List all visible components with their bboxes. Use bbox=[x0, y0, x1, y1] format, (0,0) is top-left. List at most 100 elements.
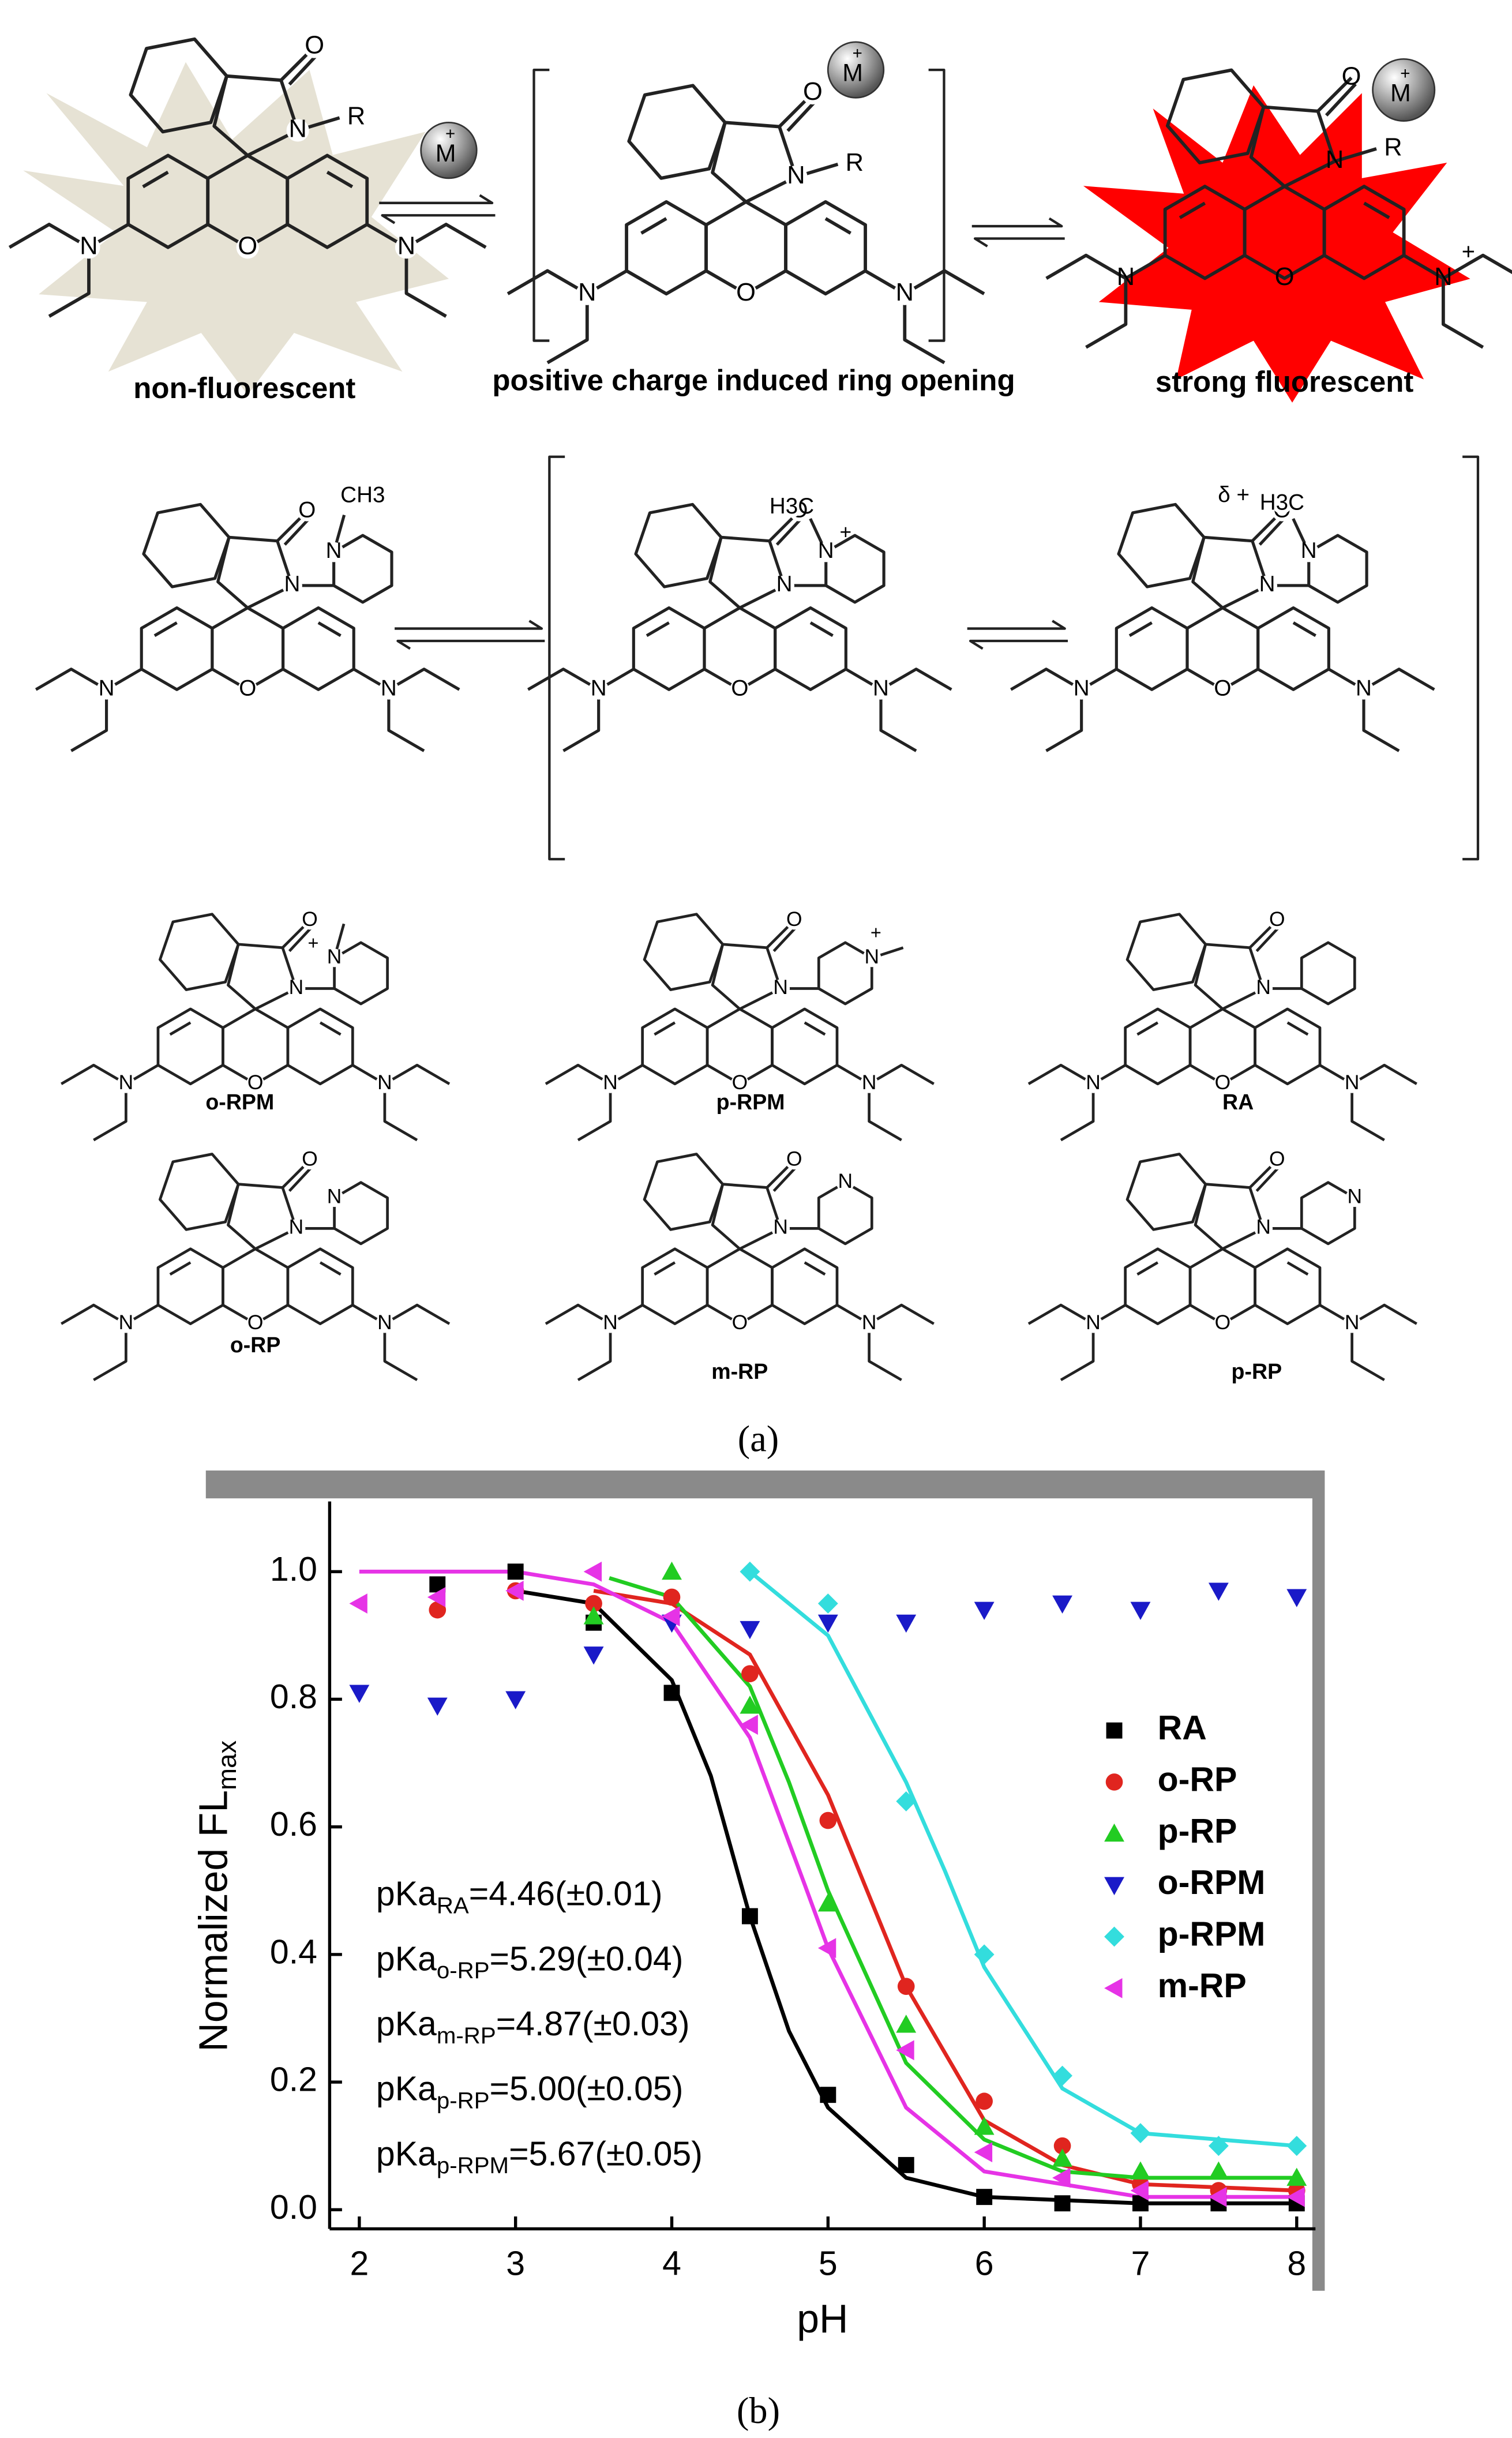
legend-label: o-RP bbox=[1158, 1761, 1237, 1799]
label-backing bbox=[801, 82, 824, 105]
bond bbox=[1179, 201, 1390, 219]
bond bbox=[836, 1303, 935, 1382]
legend-marker bbox=[1106, 1722, 1123, 1739]
data-point bbox=[817, 1893, 838, 1912]
bond-ring bbox=[1117, 502, 1206, 588]
data-point bbox=[663, 1685, 680, 1701]
data-point bbox=[505, 1691, 526, 1709]
atom-label: N bbox=[327, 1185, 342, 1208]
data-point bbox=[976, 2092, 993, 2110]
legend-label: p-RPM bbox=[1158, 1915, 1266, 1953]
label-backing bbox=[1342, 1314, 1361, 1333]
annotation: pKap-RPM=5.67(±0.05) bbox=[376, 2135, 703, 2178]
data-point bbox=[583, 1646, 604, 1665]
data-point bbox=[1052, 2148, 1073, 2167]
compound-label: p-RPM bbox=[716, 1090, 785, 1114]
bond-ring bbox=[286, 153, 369, 249]
annotation-sub: RA bbox=[437, 1892, 469, 1918]
label-backing bbox=[785, 165, 808, 189]
bond-ring bbox=[1124, 1247, 1192, 1325]
atom-label: O bbox=[732, 1311, 748, 1334]
bond bbox=[1027, 1063, 1127, 1142]
label-backing bbox=[771, 979, 790, 998]
bond bbox=[1128, 621, 1316, 637]
label-backing bbox=[345, 106, 368, 129]
data-point bbox=[974, 2142, 993, 2163]
charge-label: + bbox=[839, 520, 851, 543]
label-backing bbox=[282, 575, 302, 596]
atom-label: O bbox=[731, 676, 748, 700]
data-point bbox=[740, 1621, 760, 1640]
label-backing bbox=[1271, 493, 1292, 514]
atom-label: N bbox=[1074, 676, 1090, 700]
annotation: pKap-RP=5.00(±0.05) bbox=[376, 2069, 683, 2113]
annotation: pKam-RP=4.87(±0.03) bbox=[376, 2005, 690, 2049]
bond bbox=[640, 217, 851, 235]
legend-marker bbox=[1104, 1978, 1123, 1998]
x-tick-label: 7 bbox=[1131, 2244, 1150, 2282]
bond bbox=[351, 1303, 451, 1382]
label-backing bbox=[1299, 542, 1319, 562]
label-backing bbox=[236, 236, 259, 259]
atom-label: O bbox=[302, 1147, 318, 1171]
label-backing bbox=[395, 236, 418, 259]
annotation-sub: p-RP bbox=[437, 2087, 490, 2113]
annotation-value: =4.87(±0.03) bbox=[496, 2005, 690, 2043]
bond-ring bbox=[625, 200, 708, 296]
label-backing bbox=[860, 1074, 879, 1093]
metal-charge: + bbox=[445, 125, 455, 144]
atom-label: N bbox=[862, 1311, 877, 1334]
label-backing bbox=[378, 679, 399, 700]
label-backing bbox=[843, 153, 866, 176]
data-point bbox=[1053, 2137, 1071, 2155]
bond bbox=[1319, 1063, 1417, 1142]
compound-label: o-RP bbox=[230, 1333, 281, 1357]
bond bbox=[1334, 147, 1377, 163]
atom-label: N bbox=[326, 538, 342, 563]
label-backing bbox=[246, 1074, 265, 1093]
bond bbox=[1136, 1021, 1309, 1036]
bond-ring bbox=[333, 941, 389, 1006]
atom-label: N bbox=[873, 676, 889, 700]
label-backing bbox=[785, 911, 804, 930]
bond bbox=[545, 1303, 644, 1382]
metal-charge: + bbox=[853, 44, 862, 63]
y-axis-label-main: Normalized FL bbox=[191, 1790, 236, 2052]
bond-ring bbox=[1322, 185, 1406, 280]
bond-ring bbox=[817, 941, 873, 1006]
atom-label: N bbox=[1345, 1071, 1360, 1094]
bond-ring bbox=[641, 1007, 709, 1086]
label-backing bbox=[325, 948, 344, 967]
atom-label: N bbox=[578, 279, 596, 306]
atom-label: N bbox=[289, 1216, 304, 1239]
fit-curve bbox=[609, 1576, 1297, 2180]
label-backing bbox=[601, 1314, 620, 1333]
atom-label: O bbox=[1215, 1071, 1231, 1094]
data-point bbox=[1286, 2167, 1307, 2186]
annotation-value: =5.67(±0.05) bbox=[509, 2135, 703, 2173]
bond-ring bbox=[156, 1247, 224, 1325]
atom-label: N bbox=[1345, 1311, 1360, 1334]
data-point bbox=[897, 1978, 915, 1995]
data-point bbox=[585, 1595, 602, 1612]
annotation-sub: o-RP bbox=[437, 1957, 490, 1983]
label-backing bbox=[1213, 1314, 1232, 1333]
data-point bbox=[896, 2040, 914, 2061]
data-point bbox=[741, 1908, 758, 1925]
atom-label: N bbox=[1434, 263, 1452, 291]
label-backing bbox=[324, 542, 344, 562]
data-point bbox=[427, 1587, 446, 1607]
data-point bbox=[1130, 2180, 1149, 2201]
label-backing bbox=[729, 679, 750, 700]
label-backing bbox=[1084, 1314, 1102, 1333]
bond bbox=[1010, 667, 1117, 752]
molecule: O N N N O R bbox=[8, 32, 487, 318]
atom-label: O bbox=[786, 1147, 802, 1171]
label-backing bbox=[1084, 1074, 1102, 1093]
bond-ring bbox=[643, 1153, 725, 1231]
x-tick-label: 2 bbox=[350, 2244, 369, 2282]
equilibrium-arrow bbox=[379, 194, 496, 224]
atom-label: N bbox=[119, 1311, 134, 1334]
